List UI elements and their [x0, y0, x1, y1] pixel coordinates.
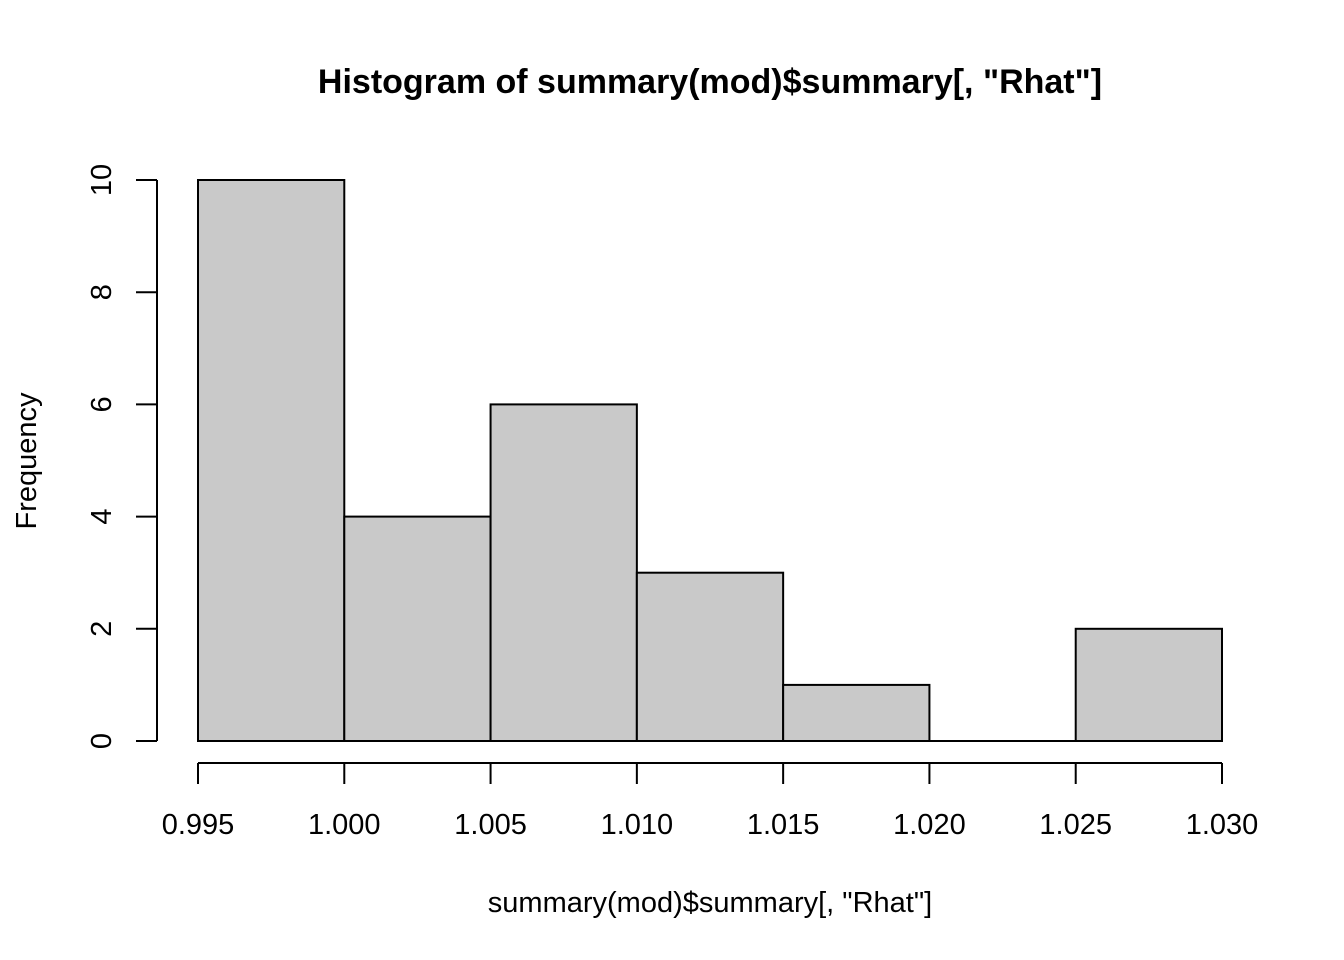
y-axis-label: Frequency — [11, 392, 43, 530]
x-tick-label: 1.015 — [747, 809, 820, 841]
x-tick-label: 1.010 — [601, 809, 674, 841]
chart-title: Histogram of summary(mod)$summary[, "Rha… — [318, 63, 1102, 101]
y-tick-label: 10 — [86, 164, 118, 196]
x-tick-label: 1.000 — [308, 809, 381, 841]
y-tick-label: 8 — [86, 284, 118, 300]
x-axis: 0.995 1.000 1.005 1.010 1.015 1.020 1.025 1.030 — [162, 762, 1259, 841]
x-axis-label: summary(mod)$summary[, "Rhat"] — [488, 887, 932, 919]
x-tick-label: 1.020 — [893, 809, 966, 841]
histogram-bar-2 — [489, 403, 638, 742]
x-tick-label: 1.025 — [1039, 809, 1112, 841]
histogram-bar-6 — [1074, 627, 1223, 742]
x-tick-label: 1.030 — [1186, 809, 1259, 841]
histogram-bar-3 — [635, 571, 785, 743]
y-tick-label: 0 — [86, 733, 118, 749]
y-tick-label: 2 — [86, 621, 118, 637]
x-tick-label: 1.005 — [454, 809, 527, 841]
histogram-bar-1 — [343, 515, 492, 742]
y-tick-label: 6 — [86, 396, 118, 412]
histogram-bar-4 — [782, 683, 931, 743]
x-tick-label: 0.995 — [162, 809, 235, 841]
y-axis: 0 2 4 6 8 10 — [86, 164, 158, 749]
histogram-bar-0 — [197, 179, 346, 742]
histogram-bars — [197, 179, 1223, 743]
y-tick-label: 4 — [86, 509, 118, 525]
